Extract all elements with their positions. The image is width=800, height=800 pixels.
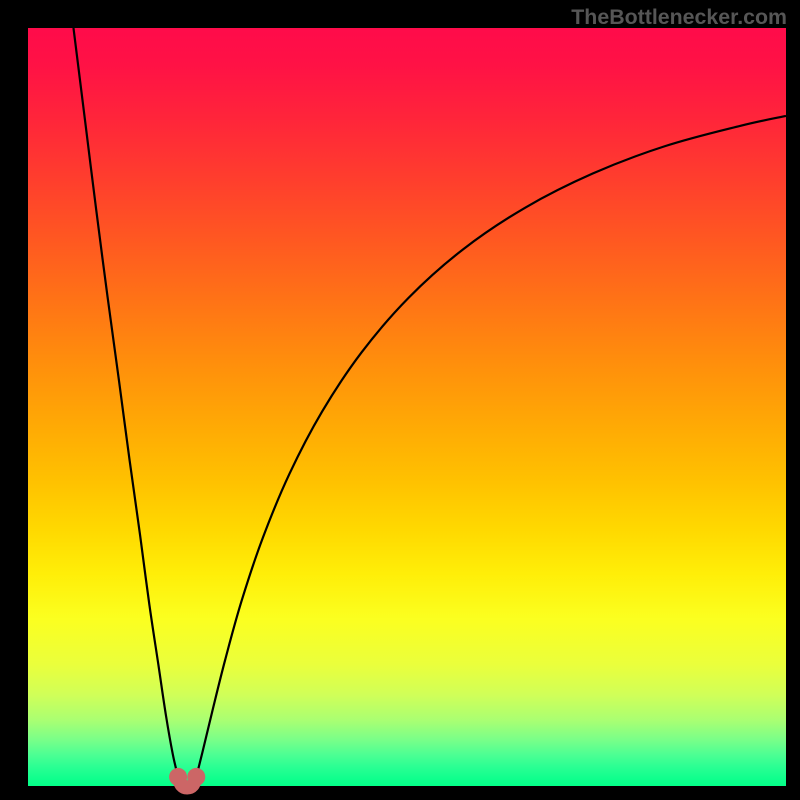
chart-container: TheBottlenecker.com xyxy=(0,0,800,800)
watermark-text: TheBottlenecker.com xyxy=(571,5,787,30)
plot-background xyxy=(28,28,786,786)
